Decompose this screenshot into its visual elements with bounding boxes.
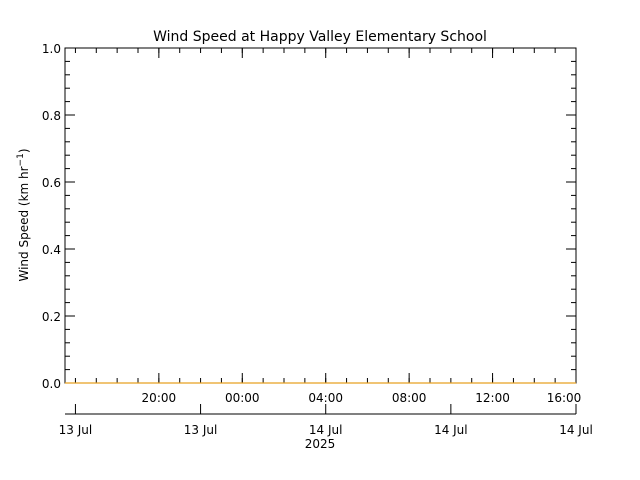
y-tick-label: 0.2 bbox=[42, 310, 61, 324]
x-date-tick-label: 14 Jul bbox=[559, 423, 593, 437]
y-axis-ticks bbox=[65, 47, 576, 384]
x-axis-date-labels: 13 Jul 13 Jul 14 Jul 14 Jul 14 Jul bbox=[59, 423, 593, 437]
year-label: 2025 bbox=[305, 437, 336, 451]
y-tick-label: 0.4 bbox=[42, 243, 61, 257]
y-tick-label: 0.8 bbox=[42, 109, 61, 123]
y-axis-label-superscript: −1 bbox=[16, 153, 26, 166]
y-tick-label: 1.0 bbox=[42, 42, 61, 56]
x-date-tick-label: 13 Jul bbox=[184, 423, 218, 437]
y-tick-label: 0.0 bbox=[42, 377, 61, 391]
x-axis-time-ticks bbox=[74, 48, 577, 383]
y-axis-tick-labels: 0.0 0.2 0.4 0.6 0.8 1.0 bbox=[42, 42, 61, 391]
x-time-tick-label: 04:00 bbox=[308, 391, 343, 405]
x-axis-date-ticks bbox=[74, 404, 577, 414]
x-date-tick-label: 13 Jul bbox=[59, 423, 93, 437]
y-axis-label-text: Wind Speed (km hr bbox=[17, 166, 31, 281]
x-time-tick-label: 16:00 bbox=[547, 391, 582, 405]
y-tick-label: 0.6 bbox=[42, 176, 61, 190]
x-time-tick-label: 00:00 bbox=[225, 391, 260, 405]
y-axis-label-close: ) bbox=[17, 148, 31, 153]
x-date-tick-label: 14 Jul bbox=[309, 423, 343, 437]
x-time-tick-label: 20:00 bbox=[142, 391, 177, 405]
plot-frame bbox=[64, 47, 577, 384]
y-axis-label: Wind Speed (km hr−1) bbox=[16, 148, 31, 281]
x-time-tick-label: 08:00 bbox=[392, 391, 427, 405]
x-axis-time-labels: 20:00 00:00 04:00 08:00 12:00 16:00 bbox=[142, 391, 582, 405]
x-time-tick-label: 12:00 bbox=[475, 391, 510, 405]
x-date-tick-label: 14 Jul bbox=[434, 423, 468, 437]
chart-title: Wind Speed at Happy Valley Elementary Sc… bbox=[153, 29, 487, 45]
